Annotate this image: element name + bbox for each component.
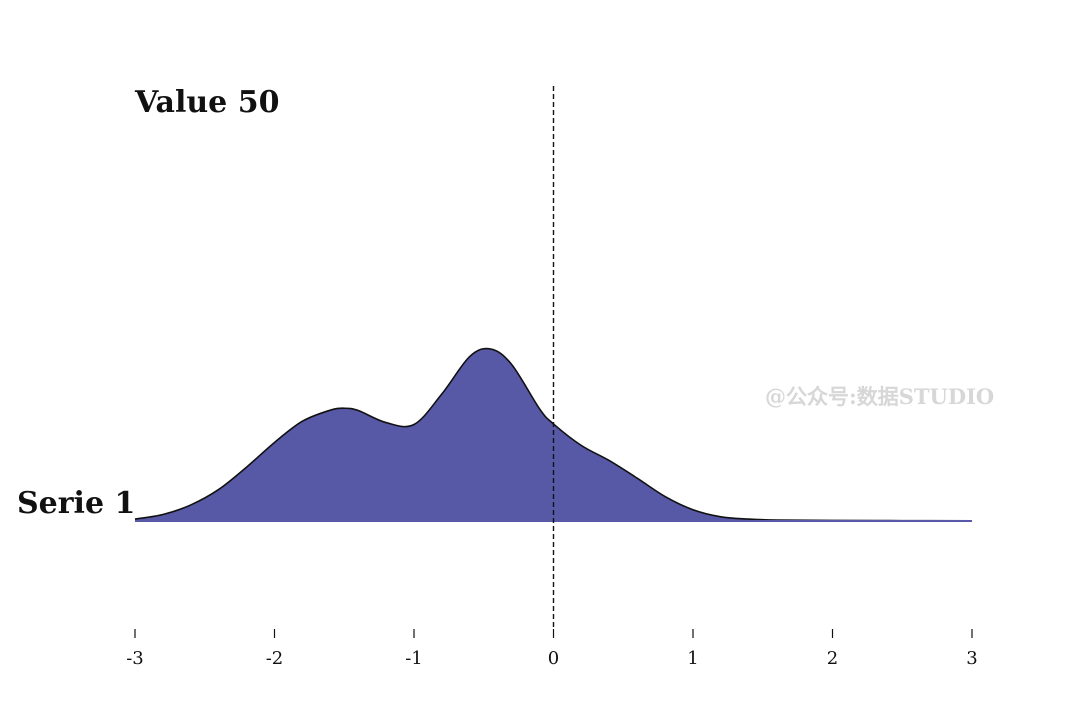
x-tick-label: 1 <box>687 648 698 669</box>
x-tick-label: -2 <box>266 648 284 669</box>
x-tick-label: -3 <box>126 648 144 669</box>
x-tick-label: 2 <box>827 648 838 669</box>
x-tick-label: 0 <box>548 648 559 669</box>
x-axis: -3 -2 -1 0 1 2 3 <box>126 629 978 669</box>
watermark: @公众号:数据STUDIO <box>765 384 994 409</box>
series-label: Serie 1 <box>17 486 135 521</box>
x-tick-label: 3 <box>966 648 977 669</box>
x-tick-label: -1 <box>405 648 423 669</box>
plot-area <box>134 86 973 628</box>
chart-title: Value 50 <box>134 85 279 120</box>
density-outline <box>134 347 973 522</box>
